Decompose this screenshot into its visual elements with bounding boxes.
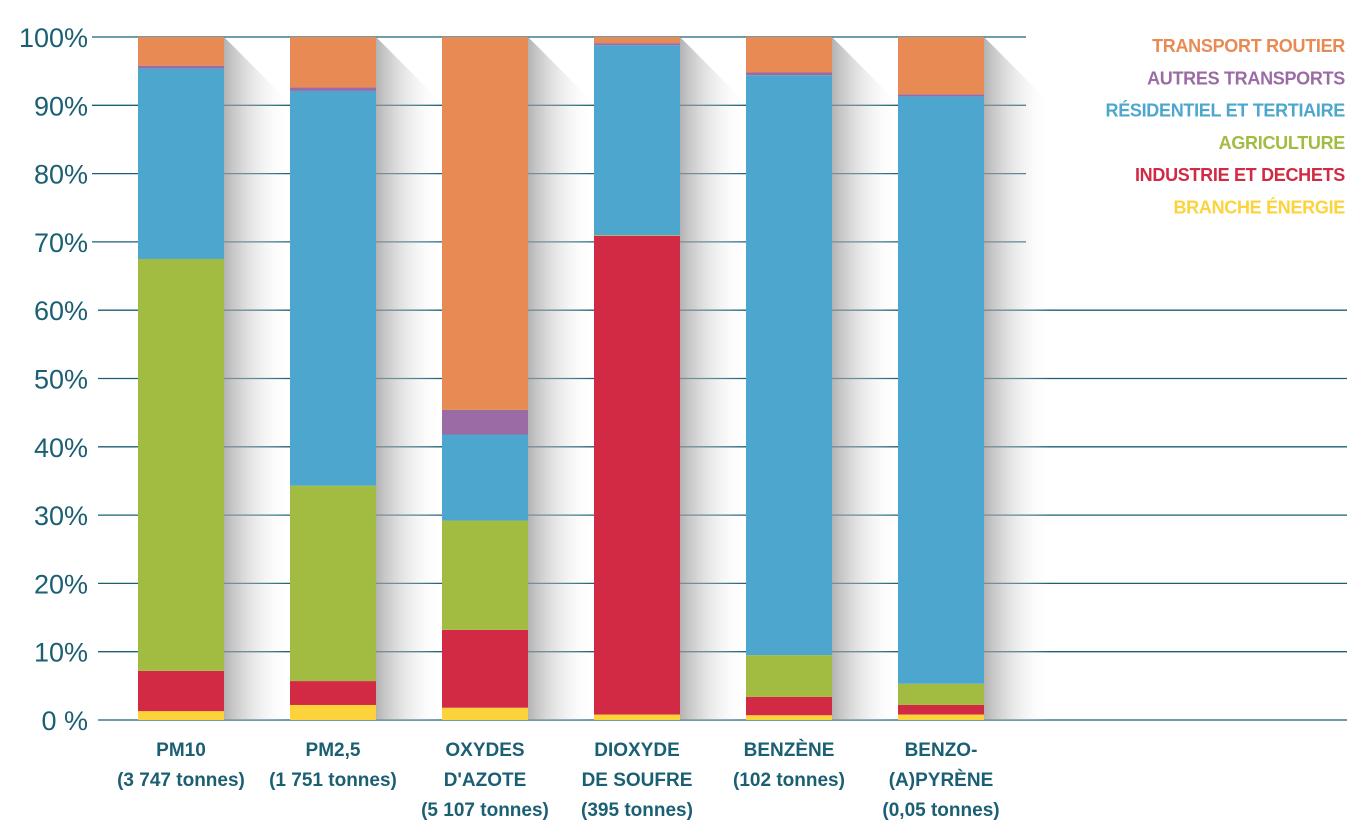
category-label: BENZÈNE [744, 739, 835, 761]
category-label: (102 tonnes) [733, 770, 845, 791]
y-tick-label: 100% [19, 23, 88, 53]
bar-segment [746, 715, 832, 720]
category-label: DIOXYDE [594, 740, 680, 761]
bar-segment [746, 37, 832, 73]
y-tick-label: 30% [34, 501, 88, 531]
bar-segment [442, 434, 528, 521]
category-label: PM10 [156, 740, 206, 761]
category-label: BENZO- [905, 740, 978, 761]
bar-shadow [376, 37, 442, 720]
bar-segment [594, 37, 680, 44]
y-tick-label: 70% [34, 228, 88, 258]
bar-segment [138, 65, 224, 69]
bar-segment [290, 704, 376, 720]
legend-item: AUTRES TRANSPORTS [1147, 68, 1345, 88]
bar-segment [898, 37, 984, 95]
bar-segment [746, 655, 832, 697]
category-label: DE SOUFRE [582, 770, 693, 791]
bar-segment [898, 683, 984, 705]
category-label: (A)PYRÈNE [889, 769, 994, 791]
bar-shadow [832, 37, 898, 720]
bar-segment [138, 68, 224, 259]
y-tick-label: 0 % [41, 706, 88, 736]
bar-segment [138, 37, 224, 66]
bar-shadow [680, 37, 746, 720]
bars [138, 37, 984, 720]
bar-shadow [984, 37, 1050, 720]
category-label: D'AZOTE [444, 770, 527, 791]
legend-item: INDUSTRIE ET DECHETS [1135, 165, 1345, 185]
category-label: (5 107 tonnes) [421, 800, 549, 821]
y-tick-label: 40% [34, 433, 88, 463]
category-label: (3 747 tonnes) [117, 770, 245, 791]
y-tick-label: 20% [34, 569, 88, 599]
bar-segment [594, 235, 680, 236]
bar-segment [290, 485, 376, 682]
category-label: OXYDES [445, 740, 524, 761]
bar-segment [746, 72, 832, 76]
bar-segment [898, 704, 984, 715]
bar-segment [290, 90, 376, 486]
x-axis-categories: PM10 (3 747 tonnes) PM2,5 (1 751 tonnes) OXY… [117, 739, 999, 821]
bar-segment [898, 714, 984, 720]
category-label: (1 751 tonnes) [269, 770, 397, 791]
legend: TRANSPORT ROUTIER AUTRES TRANSPORTS RÉSIDE… [1106, 36, 1346, 218]
bar-segment [442, 37, 528, 410]
y-tick-label: 60% [34, 296, 88, 326]
category-label: PM2,5 [306, 740, 361, 761]
y-axis-ticks: 0 % 10% 20% 30% 40% 50% 60% 70% 80% 90% 100% [19, 23, 88, 736]
y-tick-label: 10% [34, 638, 88, 668]
bar-segment [594, 45, 680, 236]
bar-segment [290, 87, 376, 91]
bar-segment [138, 711, 224, 720]
y-tick-label: 80% [34, 160, 88, 190]
bar-shadow [528, 37, 594, 720]
bar-segment [442, 707, 528, 720]
legend-item: RÉSIDENTIEL ET TERTIAIRE [1106, 100, 1346, 121]
bar-segment [290, 37, 376, 88]
category-label: (395 tonnes) [581, 800, 693, 821]
bar-segment [898, 94, 984, 97]
bar-shadows [224, 37, 1050, 720]
legend-item: AGRICULTURE [1219, 133, 1346, 153]
bar-segment [594, 714, 680, 720]
bar-segment [594, 235, 680, 715]
bar-segment [138, 670, 224, 712]
bar-segment [442, 629, 528, 708]
bar-segment [138, 258, 224, 671]
legend-item: BRANCHE ÉNERGIE [1173, 197, 1345, 218]
bar-segment [746, 75, 832, 656]
bar-segment [442, 520, 528, 630]
y-tick-label: 90% [34, 91, 88, 121]
bar-segment [442, 409, 528, 435]
y-tick-label: 50% [34, 365, 88, 395]
bar-segment [594, 43, 680, 46]
bar-segment [746, 696, 832, 716]
bar-segment [898, 96, 984, 684]
category-label: (0,05 tonnes) [882, 800, 999, 821]
legend-item: TRANSPORT ROUTIER [1152, 36, 1345, 56]
bar-shadow [224, 37, 290, 720]
bar-segment [290, 681, 376, 705]
